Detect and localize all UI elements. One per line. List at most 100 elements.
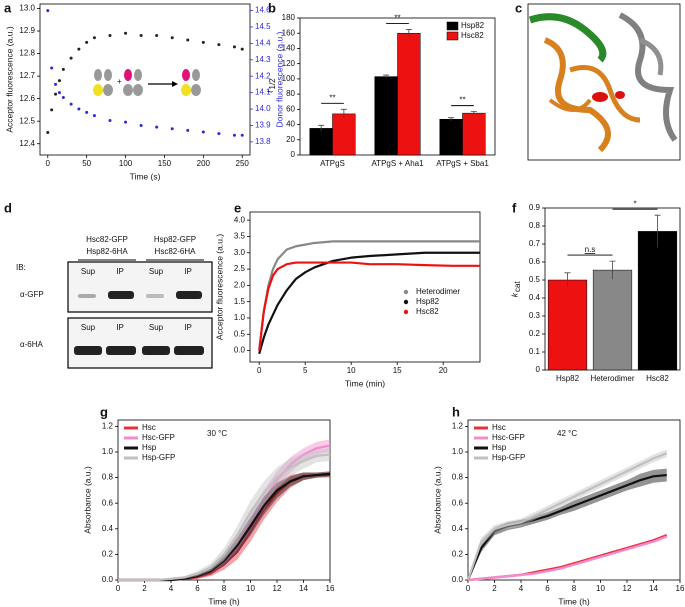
legend-swatch [403, 299, 409, 305]
y-tick-label: 140 [282, 44, 296, 53]
y-tick-label: 0.0 [234, 346, 246, 355]
data-line [258, 251, 480, 355]
scatter-point [108, 119, 112, 123]
error-band [118, 471, 330, 580]
antibody-label: α-6HA [20, 340, 44, 349]
y-tick-label: 0 [536, 365, 541, 374]
annotation: ** [329, 93, 335, 102]
bar [637, 231, 678, 371]
scatter-point [201, 40, 205, 44]
legend-swatch [403, 309, 409, 315]
y-axis-label-group: Absorbance (a.u.) [432, 466, 442, 534]
x-tick-label: 250 [236, 159, 250, 168]
data-line [258, 261, 480, 351]
fret-schematic: + [93, 69, 201, 96]
x-tick-label: 12 [623, 584, 632, 593]
y2-tick-label: 14.5 [255, 22, 271, 31]
error-band [468, 449, 667, 580]
plus: + [117, 77, 122, 86]
annotation: 30 °C [207, 429, 227, 438]
annotation: n.s [585, 245, 596, 254]
panel-label: g [100, 404, 108, 419]
scatter-point [232, 45, 236, 49]
bar [592, 269, 633, 371]
scatter-point [217, 43, 221, 47]
y-tick-label: 12.6 [19, 94, 35, 103]
y-tick-label: 0.0 [102, 575, 114, 584]
bar [439, 118, 463, 156]
error-bar [448, 117, 455, 121]
annotation: 42 °C [557, 429, 577, 438]
scatter-point [232, 133, 236, 137]
panel-label: c [515, 0, 522, 15]
x-tick-label: 15 [393, 366, 402, 375]
y2-tick-label: 13.9 [255, 121, 271, 130]
scatter-point [217, 132, 221, 136]
error-band [468, 535, 667, 582]
y2-tick-label: 14.2 [255, 71, 271, 80]
blot-group-label: Hsc82-6HA [155, 247, 197, 256]
legend-label: Hsp82 [461, 21, 485, 30]
y-tick-label: 0.8 [102, 473, 114, 482]
y-tick-label: 100 [282, 74, 296, 83]
annotation: ** [459, 96, 465, 105]
plot-frame [39, 3, 251, 156]
legend-label: Hsc [142, 423, 156, 432]
x-axis-label: Time (h) [558, 596, 589, 606]
error-bar [318, 124, 325, 132]
x-tick-label: 0 [466, 584, 471, 593]
scatter-point [61, 67, 65, 71]
y-axis-label-group: Acceptor fluorescence (a.u.) [4, 26, 14, 132]
y-axis-label-group: Absorbance (a.u.) [82, 466, 92, 534]
bar [462, 112, 486, 156]
scatter-point [155, 125, 159, 129]
antibody-label: α-GFP [20, 290, 44, 299]
y-tick-label: 0.8 [529, 221, 541, 230]
error-bar [564, 272, 571, 288]
data-line [467, 534, 668, 582]
legend-label: Hsc [492, 423, 506, 432]
x-tick-label: 10 [246, 584, 255, 593]
x-tick-label: 5 [303, 366, 308, 375]
x-tick-label: 16 [676, 584, 685, 593]
x-tick-label: 16 [326, 584, 335, 593]
legend-swatch [446, 31, 459, 41]
y-tick-label: 0.1 [529, 347, 541, 356]
bar [397, 32, 421, 156]
data-line [467, 535, 668, 582]
x-tick-label: 4 [519, 584, 524, 593]
scatter-point [139, 34, 143, 38]
data-line [118, 453, 331, 582]
y-tick-label: 12.4 [19, 139, 35, 148]
panel-label: a [4, 0, 12, 15]
y-tick-label: 12.5 [19, 116, 35, 125]
x-tick-label: 0 [116, 584, 121, 593]
legend-label: Hsp [492, 443, 507, 452]
x-tick-label: 12 [273, 584, 282, 593]
lane-label: IP [184, 323, 192, 332]
y-tick-label: 1.2 [452, 422, 464, 431]
scatter-point [108, 34, 112, 38]
scatter-point [201, 130, 205, 134]
y-tick-label: 40 [286, 120, 295, 129]
blot-ib: IB: [16, 263, 26, 272]
y-tick-label: 2.0 [234, 280, 246, 289]
error-band [118, 439, 330, 580]
scatter-point [61, 96, 65, 100]
x-tick-label: 100 [119, 159, 133, 168]
y-tick-label: 0.6 [529, 257, 541, 266]
y-tick-label: 0.2 [102, 550, 114, 559]
legend-label: Heterodimer [416, 287, 460, 296]
error-bar [470, 111, 477, 115]
scatter-point [124, 120, 128, 124]
x-tick-label: Hsc82 [646, 374, 669, 383]
y-tick-label: 0.5 [234, 329, 246, 338]
protein-structure [527, 3, 681, 161]
y2-tick-label: 14.4 [255, 39, 271, 48]
blot-group-label: Hsp82-6HA [86, 247, 128, 256]
x-tick-label: 150 [158, 159, 172, 168]
plot-frame [249, 211, 481, 363]
y-tick-label: 0.4 [529, 293, 541, 302]
